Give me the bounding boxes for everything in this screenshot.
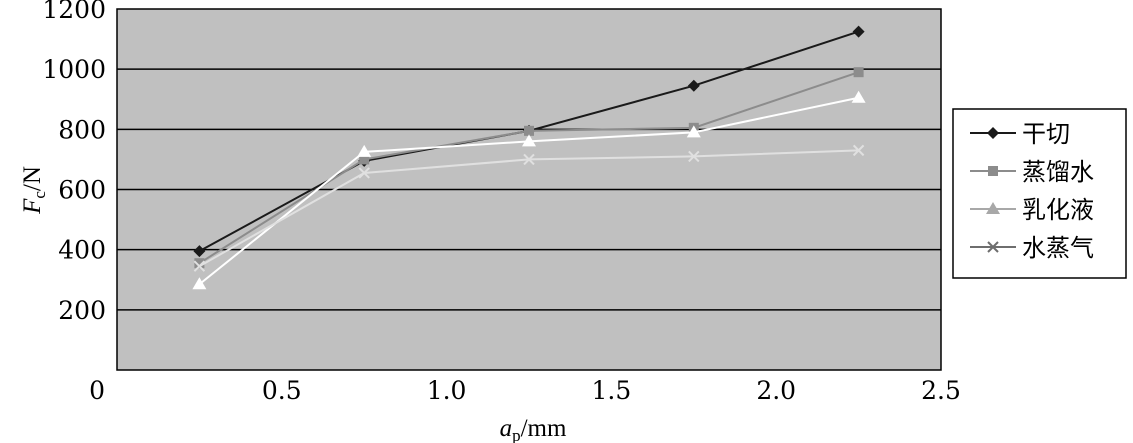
- y-tick-label: 1200: [42, 0, 106, 24]
- y-tick-labels: 200 400 600 800 1000 1200: [42, 0, 106, 325]
- x-axis-title: ap/mm: [500, 415, 567, 443]
- data-point: [851, 90, 866, 103]
- x-tick-labels: 0 0.5 1.0 1.5 2.0 2.5: [89, 376, 961, 405]
- legend-marker: [988, 166, 998, 176]
- data-point: [853, 67, 864, 78]
- legend-item: 蒸馏水: [970, 158, 1094, 186]
- series-layer: [192, 25, 866, 290]
- legend-label: 蒸馏水: [1022, 158, 1094, 186]
- data-point: [524, 125, 534, 136]
- data-point: [193, 260, 206, 272]
- legend-box: [952, 108, 1127, 279]
- x-tick-label: 0: [89, 376, 105, 405]
- y-tick-label: 600: [58, 176, 106, 205]
- series-3: [192, 90, 866, 290]
- x-tick-label: 1.0: [427, 376, 467, 405]
- legend-marker: [987, 241, 999, 253]
- legend-marker: [986, 202, 1000, 214]
- legend-label: 乳化液: [1022, 196, 1094, 224]
- legend-marker: [987, 127, 999, 139]
- data-point: [852, 25, 865, 38]
- data-point: [194, 258, 205, 269]
- data-point: [358, 167, 370, 179]
- x-tick-label: 1.5: [592, 376, 632, 405]
- y-axis-title: Fc/N: [19, 166, 49, 215]
- data-point: [688, 150, 700, 163]
- series-4: [193, 144, 865, 272]
- data-point: [687, 79, 700, 92]
- data-point: [357, 144, 372, 157]
- data-point: [193, 245, 206, 258]
- data-point: [192, 277, 207, 290]
- x-tick-label: 2.0: [756, 376, 796, 405]
- legend-label: 水蒸气: [1022, 234, 1094, 262]
- y-tick-label: 800: [58, 115, 106, 144]
- legend-item: 水蒸气: [970, 234, 1094, 262]
- grid-lines: [117, 68, 941, 311]
- data-point: [686, 125, 701, 138]
- y-tick-label: 1000: [42, 55, 106, 84]
- data-point: [523, 153, 535, 166]
- data-point: [852, 144, 865, 157]
- data-point: [359, 154, 370, 165]
- y-tick-label: 400: [58, 236, 106, 265]
- y-tick-label: 200: [58, 296, 106, 325]
- data-point: [522, 134, 536, 147]
- x-tick-label: 0.5: [262, 376, 302, 405]
- legend-item: 干切: [970, 120, 1070, 148]
- legend-item: 乳化液: [970, 196, 1094, 224]
- legend-label: 干切: [1022, 120, 1070, 148]
- x-tick-label: 2.5: [921, 376, 961, 405]
